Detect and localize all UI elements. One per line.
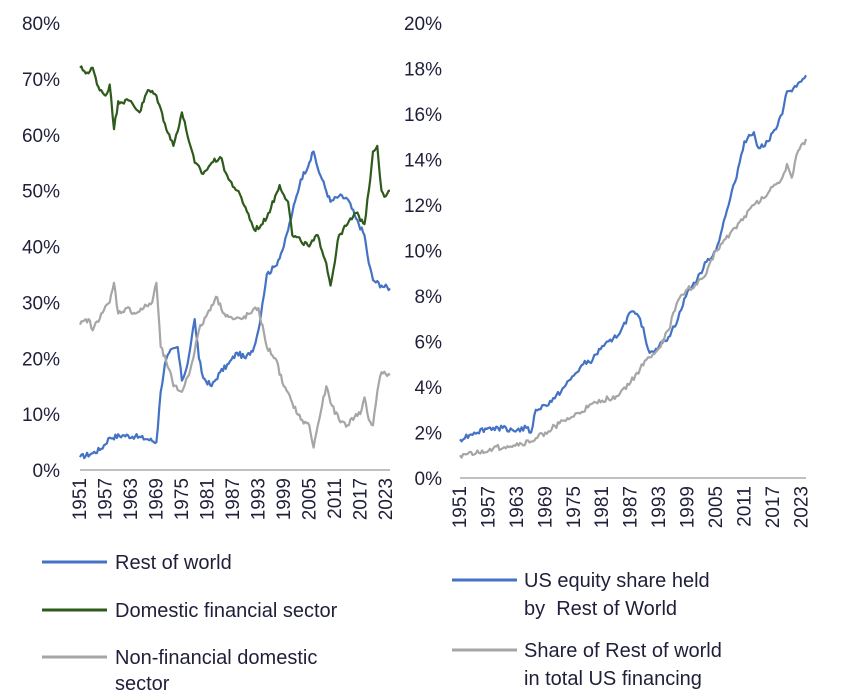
right-y-tick-label: 8% [415,287,443,308]
right-x-tick-label: 1981 [592,486,613,528]
left-x-tick-label: 1993 [248,478,269,520]
left-x-tick-label: 2005 [299,478,320,520]
right-x-tick-label: 2023 [791,486,812,528]
right-y-tick-label: 20% [404,14,442,35]
right-x-tick-label: 1963 [507,486,528,528]
legends: Rest of world Domestic financial sector No… [42,552,722,692]
left-x-tick-label: 1999 [274,478,295,520]
left-y-tick-label: 50% [22,182,60,203]
left-series-line-2 [79,65,391,287]
right-series-line-1 [459,74,807,443]
left-y-tick-label: 60% [22,126,60,147]
left-x-tick-label: 2017 [350,478,371,520]
right-y-tick-label: 6% [415,333,443,354]
right-y-tick-label: 0% [415,469,443,490]
right-legend-label: Share of Rest of world [524,640,722,662]
right-chart: 0% 2% 4% 6% 8% 10% 12% 14% 16% 18% 20% 1951 1957 1963… [404,14,812,528]
left-legend-label: Rest of world [115,552,232,574]
right-x-tick-label: 1993 [649,486,670,528]
right-y-tick-label: 14% [404,151,442,172]
right-legend-label: US equity share held [524,570,710,592]
left-chart: 0%10%20%30%40%50%60%70%80%1951 1957 1963 19… [22,14,397,520]
left-y-tick-label: 0% [33,461,61,482]
right-y-tick-label: 12% [404,196,442,217]
left-y-tick-label: 10% [22,405,60,426]
left-y-tick-label: 80% [22,14,60,35]
right-y-tick-label: 2% [415,424,443,445]
left-x-tick-label: 1951 [70,478,91,520]
right-x-tick-label: 1999 [678,486,699,528]
right-y-tick-label: 4% [415,378,443,399]
right-x-tick-label: 2017 [763,486,784,528]
right-x-tick-label: 2011 [734,486,755,527]
left-x-tick-label: 1975 [172,478,193,520]
left-x-tick-label: 1957 [95,478,116,520]
left-x-tick-label: 1987 [223,478,244,520]
right-x-tick-label: 1951 [450,486,471,528]
left-y-tick-label: 70% [22,70,60,91]
left-series-line-3 [78,281,391,449]
right-y-tick-label: 10% [404,242,442,263]
left-legend-label: Non-financial domestic [115,647,317,669]
left-x-tick-label: 1963 [121,478,142,520]
left-y-tick-label: 30% [22,293,60,314]
right-y-tick-label: 16% [404,105,442,126]
left-series-line-1 [79,150,391,460]
right-x-tick-label: 1957 [478,486,499,528]
right-series-line-2 [459,138,808,459]
left-x-tick-label: 1969 [146,478,167,520]
left-y-tick-label: 20% [22,349,60,370]
left-legend-label: sector [115,673,170,692]
right-y-tick-label: 18% [404,60,442,81]
right-x-tick-label: 1987 [621,486,642,528]
left-legend-label: Domestic financial sector [115,600,338,622]
right-x-tick-label: 1969 [535,486,556,528]
left-y-tick-label: 40% [22,238,60,259]
left-x-tick-label: 1981 [197,478,218,520]
right-legend-label: in total US financing [524,668,702,690]
right-x-tick-label: 2005 [706,486,727,528]
right-legend-label: by Rest of World [524,598,677,620]
left-x-tick-label: 2023 [376,478,397,520]
left-x-tick-label: 2011 [325,478,346,519]
right-x-tick-label: 1975 [564,486,585,528]
